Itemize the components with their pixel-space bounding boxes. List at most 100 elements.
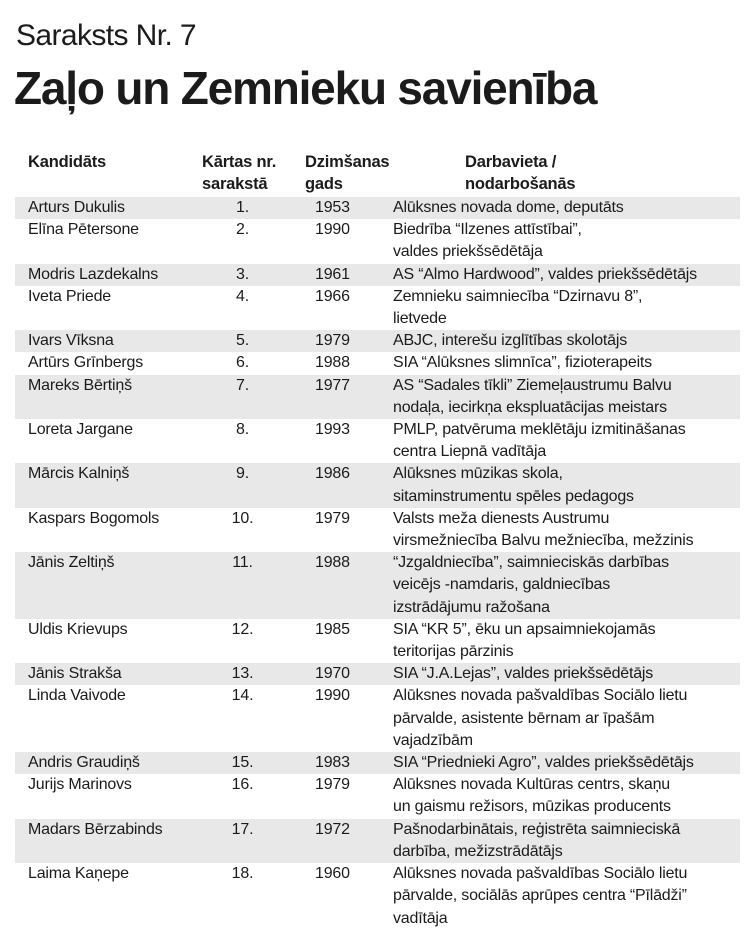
candidate-workplace: SIA “Alūksnes slimnīca”, fizioterapeits (393, 354, 652, 372)
candidate-workplace: Alūksnes mūzikas skola, sitaminstrumentu… (393, 465, 634, 505)
candidate-name: Madars Bērzabinds (28, 820, 163, 838)
candidate-workplace: SIA “KR 5”, ēku un apsaimniekojamās teri… (393, 620, 656, 661)
candidate-name: Jurijs Marinovs (28, 776, 132, 794)
candidate-workplace: Alūksnes novada pašvaldības Sociālo liet… (393, 865, 688, 927)
candidate-name: Mārcis Kalniņš (28, 465, 130, 483)
table-row: Artūrs Grīnbergs 6. 1988 SIA “Alūksnes s… (15, 352, 740, 374)
table-row: Loreta Jargane 8. 1993 PMLP, patvēruma m… (15, 419, 740, 463)
candidate-order-number: 16. (231, 776, 254, 794)
candidate-name: Andris Graudiņš (28, 754, 140, 772)
table-row: Linda Vaivode 14. 1990 Alūksnes novada p… (15, 685, 740, 752)
candidate-name: Linda Vaivode (28, 687, 126, 705)
candidate-order-number: 10. (231, 509, 254, 527)
candidate-name: Loreta Jargane (28, 421, 133, 439)
candidate-name: Iveta Priede (28, 287, 111, 305)
candidate-workplace: “Jzgaldniecība”, saimnieciskās darbības … (393, 554, 669, 616)
table-row: Elīna Pētersone 2. 1990 Biedrība “Ilzene… (15, 219, 740, 263)
candidate-name: Jānis Strakša (28, 665, 122, 683)
candidate-name: Uldis Krievups (28, 620, 128, 638)
column-header-candidate: Kandidāts (28, 153, 106, 171)
table-row: Andris Graudiņš 15. 1983 SIA “Priednieki… (15, 752, 740, 775)
candidate-workplace: Alūksnes novada Kultūras centrs, skaņu u… (393, 776, 671, 816)
candidate-order-number: 9. (236, 465, 249, 483)
candidate-birth-year: 1960 (315, 865, 350, 883)
candidate-birth-year: 1988 (315, 354, 350, 372)
candidate-workplace: SIA “J.A.Lejas”, valdes priekšsēdētājs (393, 665, 654, 683)
candidate-birth-year: 1979 (315, 332, 350, 350)
candidate-order-number: 2. (236, 221, 249, 239)
table-row: Jānis Zeltiņš 11. 1988 “Jzgaldniecība”, … (15, 552, 740, 619)
table-row: Mārcis Kalniņš 9. 1986 Alūksnes mūzikas … (15, 463, 740, 508)
candidate-birth-year: 1972 (315, 820, 350, 838)
candidate-order-number: 11. (232, 554, 253, 572)
candidate-birth-year: 1977 (315, 376, 350, 394)
candidate-birth-year: 1993 (315, 421, 350, 439)
candidate-birth-year: 1990 (315, 687, 350, 705)
page-title: Zaļo un Zemnieku savienība (14, 62, 598, 114)
candidate-order-number: 17. (231, 820, 254, 838)
candidate-workplace: SIA “Priednieki Agro”, valdes priekšsēdē… (393, 754, 694, 772)
candidate-birth-year: 1953 (315, 199, 350, 216)
candidate-name: Ivars Vīksna (28, 332, 114, 350)
table-row: Modris Lazdekalns 3. 1961 AS “Almo Hardw… (15, 263, 740, 286)
table-row: Ivars Vīksna 5. 1979 ABJC, interešu izgl… (15, 330, 740, 353)
list-number-label: Saraksts Nr. 7 (16, 19, 197, 52)
candidate-workplace: AS “Sadales tīkli” Ziemeļaustrumu Balvu … (393, 376, 672, 416)
candidate-birth-year: 1985 (315, 620, 350, 638)
candidate-birth-year: 1970 (315, 665, 350, 683)
candidate-workplace: Pašnodarbinātais, reģistrēta saimniecisk… (393, 820, 681, 860)
candidate-birth-year: 1961 (315, 265, 350, 283)
candidate-name: Mareks Bērtiņš (28, 376, 132, 394)
table-row: Laima Kaņepe 18. 1960 Alūksnes novada pa… (15, 863, 740, 929)
candidate-order-number: 14. (231, 687, 254, 705)
table-row: Mareks Bērtiņš 7. 1977 AS “Sadales tīkli… (15, 374, 740, 420)
candidate-workplace: Alūksnes novada dome, deputāts (393, 199, 624, 216)
table-row: Madars Bērzabinds 17. 1972 Pašnodarbināt… (15, 818, 740, 864)
candidate-order-number: 15. (231, 754, 254, 772)
candidates-table: Kandidāts Kārtas nr. sarakstā Dzimšanas … (0, 151, 755, 929)
candidate-name: Kaspars Bogomols (28, 509, 160, 527)
candidate-birth-year: 1983 (315, 754, 350, 772)
table-row: Arturs Dukulis 1. 1953 Alūksnes novada d… (15, 197, 740, 220)
candidate-workplace: Alūksnes novada pašvaldības Sociālo liet… (393, 687, 688, 749)
table-row: Kaspars Bogomols 10. 1979 Valsts meža di… (15, 508, 740, 552)
column-header-order-number: Kārtas nr. sarakstā (202, 153, 277, 193)
table-body: Arturs Dukulis 1. 1953 Alūksnes novada d… (0, 197, 755, 929)
column-header-workplace: Darbavieta / nodarbošanās (465, 153, 576, 193)
candidate-order-number: 1. (236, 199, 249, 216)
table-row: Jurijs Marinovs 16. 1979 Alūksnes novada… (15, 774, 740, 818)
candidate-birth-year: 1979 (315, 776, 350, 794)
candidate-birth-year: 1979 (315, 509, 350, 527)
candidate-order-number: 8. (236, 421, 249, 439)
candidate-name: Jānis Zeltiņš (28, 554, 115, 572)
candidate-workplace: PMLP, patvēruma meklētāju izmitināšanas … (393, 421, 686, 461)
candidate-birth-year: 1986 (315, 465, 350, 483)
candidate-workplace: Valsts meža dienests Austrumu virsmežnie… (393, 509, 694, 550)
candidate-name: Arturs Dukulis (28, 199, 125, 216)
candidate-workplace: AS “Almo Hardwood”, valdes priekšsēdētāj… (393, 265, 697, 283)
table-row: Uldis Krievups 12. 1985 SIA “KR 5”, ēku … (15, 619, 740, 663)
candidate-order-number: 13. (231, 665, 254, 683)
candidate-birth-year: 1988 (315, 554, 350, 572)
candidate-workplace: Biedrība “Ilzenes attīstībai”, valdes pr… (393, 221, 582, 261)
candidate-order-number: 18. (231, 865, 254, 883)
candidate-order-number: 5. (236, 332, 249, 350)
candidate-order-number: 3. (236, 265, 249, 283)
candidate-order-number: 7. (236, 376, 249, 394)
table-row: Iveta Priede 4. 1966 Zemnieku saimniecīb… (15, 286, 740, 330)
table-row: Jānis Strakša 13. 1970 SIA “J.A.Lejas”, … (15, 663, 740, 686)
candidate-order-number: 6. (236, 354, 249, 372)
table-header-row: Kandidāts Kārtas nr. sarakstā Dzimšanas … (0, 151, 755, 195)
candidate-order-number: 4. (236, 287, 249, 305)
candidate-order-number: 12. (231, 620, 254, 638)
candidate-name: Elīna Pētersone (28, 221, 139, 239)
column-header-birth-year: Dzimšanas gads (305, 153, 390, 193)
candidate-name: Artūrs Grīnbergs (28, 354, 144, 372)
candidate-name: Modris Lazdekalns (28, 265, 158, 283)
candidate-birth-year: 1990 (315, 221, 350, 239)
candidate-birth-year: 1966 (315, 287, 350, 305)
candidate-name: Laima Kaņepe (28, 865, 129, 883)
candidate-workplace: ABJC, interešu izglītības skolotājs (393, 332, 627, 350)
candidate-workplace: Zemnieku saimniecība “Dzirnavu 8”, lietv… (393, 287, 643, 328)
